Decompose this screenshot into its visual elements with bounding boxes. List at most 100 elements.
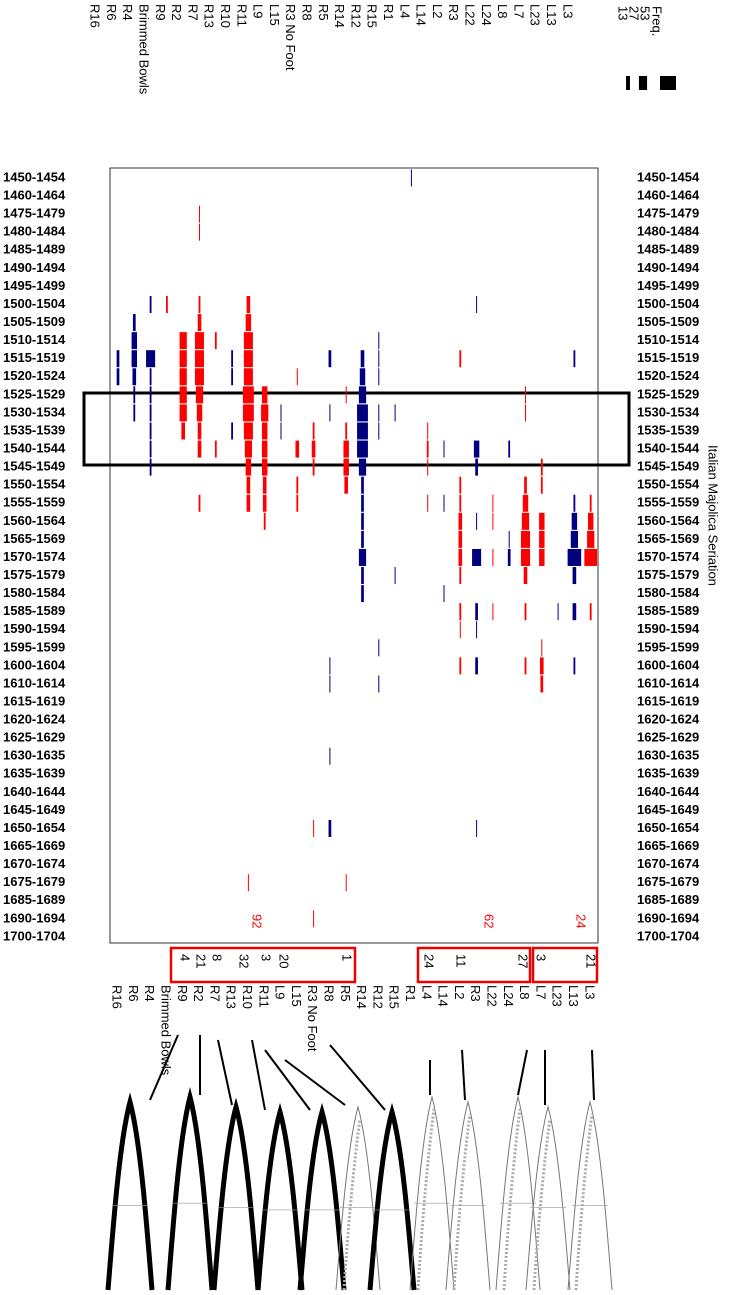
frequency-bar bbox=[197, 440, 202, 458]
frequency-bar bbox=[247, 874, 249, 892]
frequency-bar bbox=[540, 675, 544, 693]
type-label: R4 bbox=[142, 985, 157, 1002]
group-box bbox=[416, 946, 532, 984]
frequency-bar bbox=[572, 567, 577, 585]
y-tick-label: 1590-1594 bbox=[3, 621, 66, 636]
y-tick-label: 1685-1689 bbox=[3, 892, 65, 907]
frequency-bar bbox=[313, 910, 315, 928]
y-tick-label: 1485-1489 bbox=[3, 242, 65, 257]
y-tick-label: 1490-1494 bbox=[3, 260, 66, 275]
frequency-bar bbox=[231, 350, 234, 368]
y-tick-label: 1480-1484 bbox=[3, 224, 66, 239]
y-tick-label: 1450-1454 bbox=[637, 169, 700, 184]
y-tick-label: 1595-1599 bbox=[637, 639, 699, 654]
frequency-bar bbox=[361, 494, 364, 512]
connector bbox=[461, 1049, 466, 1101]
frequency-bar bbox=[524, 657, 527, 675]
group-count: 21 bbox=[194, 954, 209, 968]
frequency-bar bbox=[261, 422, 268, 440]
frequency-bar bbox=[133, 386, 136, 404]
frequency-bar bbox=[360, 350, 365, 368]
legend-swatch bbox=[660, 76, 676, 90]
y-tick-label: 1450-1454 bbox=[3, 169, 66, 184]
type-label: R7 bbox=[185, 4, 200, 21]
frequency-bar bbox=[179, 350, 187, 368]
type-label: R3 bbox=[468, 985, 483, 1002]
frequency-bar bbox=[361, 567, 364, 585]
type-label: R6 bbox=[104, 4, 119, 21]
type-label: L22 bbox=[462, 4, 477, 26]
frequency-bar bbox=[131, 332, 138, 350]
y-tick-label: 1515-1519 bbox=[637, 350, 699, 365]
frequency-bar bbox=[539, 530, 545, 548]
frequency-bar bbox=[296, 476, 299, 494]
frequency-bar bbox=[459, 657, 462, 675]
frequency-bar bbox=[149, 440, 152, 458]
type-label: L7 bbox=[533, 985, 548, 999]
vessel-profile bbox=[495, 1095, 541, 1291]
y-tick-label: 1620-1624 bbox=[637, 712, 700, 727]
frequency-bar bbox=[459, 603, 462, 621]
frequency-bar bbox=[243, 422, 253, 440]
frequency-bar bbox=[410, 169, 412, 187]
frequency-bar bbox=[567, 548, 582, 566]
frequency-bar bbox=[244, 440, 253, 458]
y-tick-label: 1560-1564 bbox=[637, 513, 700, 528]
frequency-bar bbox=[473, 440, 480, 458]
group-count: 3 bbox=[259, 954, 274, 961]
type-label: L3 bbox=[560, 4, 575, 18]
type-label: R12 bbox=[370, 985, 385, 1009]
vessel-profile bbox=[297, 1102, 347, 1291]
frequency-bar bbox=[179, 332, 187, 350]
y-tick-label: 1650-1654 bbox=[637, 820, 700, 835]
connector bbox=[284, 1059, 346, 1106]
y-tick-label: 1580-1584 bbox=[3, 585, 66, 600]
frequency-bar bbox=[475, 657, 478, 675]
frequency-bar bbox=[179, 368, 187, 386]
frequency-bar bbox=[587, 530, 595, 548]
frequency-bar bbox=[116, 368, 120, 386]
vessel-profile bbox=[567, 1100, 613, 1291]
group-count: 8 bbox=[210, 954, 225, 961]
group-count: 1 bbox=[340, 954, 355, 961]
frequency-bar bbox=[475, 603, 478, 621]
frequency-bar bbox=[329, 657, 331, 675]
frequency-bar bbox=[378, 332, 380, 350]
type-label: R9 bbox=[153, 4, 168, 21]
frequency-bar bbox=[476, 820, 478, 838]
frequency-bar bbox=[214, 332, 217, 350]
frequency-bar bbox=[231, 422, 234, 440]
frequency-bar bbox=[194, 350, 205, 368]
connector bbox=[591, 1049, 595, 1101]
frequency-bar bbox=[508, 530, 510, 548]
y-tick-label: 1570-1574 bbox=[637, 549, 700, 564]
legend-label: 27 bbox=[627, 6, 642, 20]
type-label: L4 bbox=[419, 985, 434, 999]
frequency-bar bbox=[573, 657, 576, 675]
frequency-bar bbox=[507, 548, 511, 566]
frequency-bar bbox=[261, 386, 268, 404]
y-tick-label: 1500-1504 bbox=[3, 296, 66, 311]
type-label: L3 bbox=[582, 985, 597, 999]
frequency-bar bbox=[573, 350, 576, 368]
connector bbox=[149, 1034, 179, 1101]
frequency-bar bbox=[261, 440, 268, 458]
frequency-bar bbox=[426, 440, 429, 458]
frequency-bar bbox=[525, 386, 526, 404]
frequency-bar bbox=[492, 603, 494, 621]
y-tick-label: 1495-1499 bbox=[637, 278, 699, 293]
connector bbox=[217, 1039, 233, 1106]
frequency-bar bbox=[263, 512, 266, 530]
frequency-bar bbox=[361, 476, 364, 494]
frequency-bar bbox=[357, 404, 368, 422]
type-label: R8 bbox=[321, 985, 336, 1002]
frequency-bar bbox=[539, 657, 544, 675]
y-tick-label: 1700-1704 bbox=[3, 928, 66, 943]
y-tick-label: 1510-1514 bbox=[3, 332, 66, 347]
type-label: L2 bbox=[452, 985, 467, 999]
frequency-bar bbox=[246, 295, 251, 313]
group-count: 11 bbox=[454, 954, 469, 968]
frequency-bar bbox=[246, 476, 251, 494]
frequency-bar bbox=[357, 440, 368, 458]
group-count: 21 bbox=[584, 954, 599, 968]
